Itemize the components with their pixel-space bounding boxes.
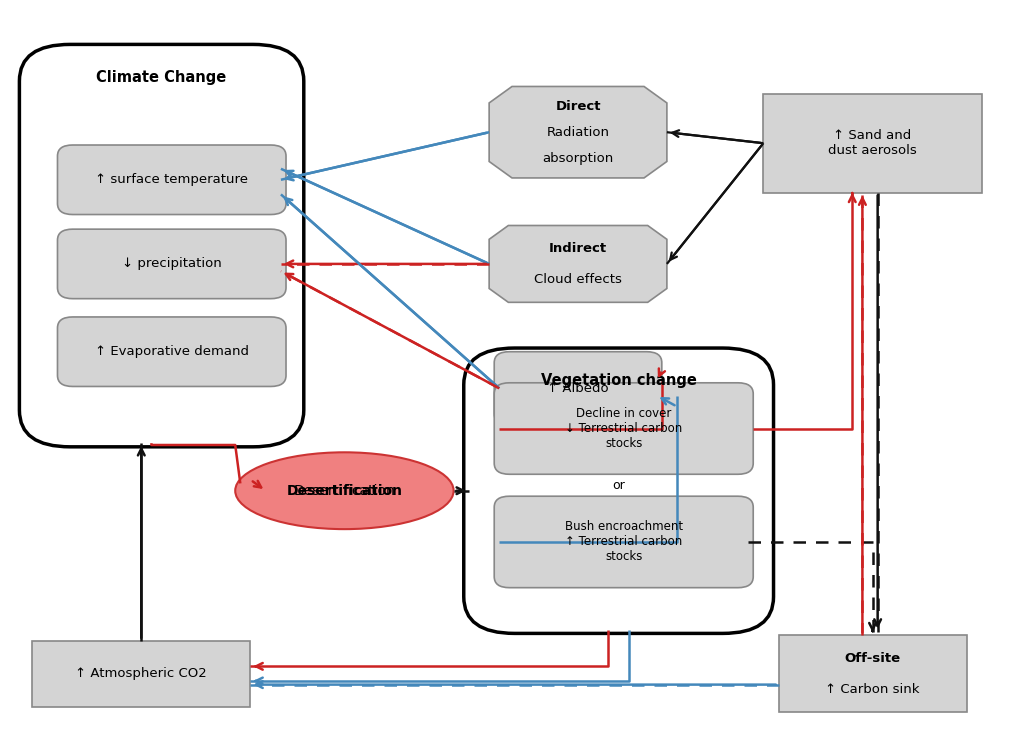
Text: ↑ surface temperature: ↑ surface temperature bbox=[95, 173, 248, 186]
Text: ↑ Sand and
dust aerosols: ↑ Sand and dust aerosols bbox=[828, 130, 916, 157]
Text: absorption: absorption bbox=[543, 152, 613, 165]
Text: Cloud effects: Cloud effects bbox=[535, 273, 622, 286]
Ellipse shape bbox=[236, 452, 454, 529]
Text: ↓ precipitation: ↓ precipitation bbox=[122, 258, 221, 270]
FancyBboxPatch shape bbox=[495, 497, 754, 588]
Text: Radiation: Radiation bbox=[547, 126, 609, 138]
Text: ↑ Carbon sink: ↑ Carbon sink bbox=[825, 682, 920, 696]
Text: Vegetation change: Vegetation change bbox=[541, 374, 696, 388]
FancyBboxPatch shape bbox=[495, 383, 754, 474]
Bar bbox=[778, 635, 967, 712]
Text: ↑ Albedo: ↑ Albedo bbox=[547, 382, 609, 395]
Text: or: or bbox=[612, 479, 625, 492]
Text: Decline in cover
↓ Terrestrial carbon
stocks: Decline in cover ↓ Terrestrial carbon st… bbox=[565, 407, 682, 450]
Text: Bush encroachment
↑ Terrestrial carbon
stocks: Bush encroachment ↑ Terrestrial carbon s… bbox=[564, 520, 683, 563]
Polygon shape bbox=[489, 87, 667, 178]
FancyBboxPatch shape bbox=[464, 348, 773, 633]
Text: Desertification: Desertification bbox=[287, 484, 402, 498]
Text: Climate Change: Climate Change bbox=[96, 70, 226, 85]
FancyBboxPatch shape bbox=[57, 229, 286, 299]
FancyBboxPatch shape bbox=[495, 352, 662, 425]
FancyBboxPatch shape bbox=[57, 145, 286, 215]
Text: Desertification: Desertification bbox=[294, 484, 395, 498]
Text: ↑ Evaporative demand: ↑ Evaporative demand bbox=[95, 345, 249, 358]
Polygon shape bbox=[489, 226, 667, 303]
Bar bbox=[763, 94, 982, 192]
Text: Off-site: Off-site bbox=[845, 652, 901, 665]
Text: Direct: Direct bbox=[555, 100, 601, 112]
Text: Indirect: Indirect bbox=[549, 242, 607, 255]
FancyBboxPatch shape bbox=[57, 317, 286, 386]
Text: ↑ Atmospheric CO2: ↑ Atmospheric CO2 bbox=[76, 667, 207, 680]
Bar bbox=[32, 641, 251, 707]
FancyBboxPatch shape bbox=[19, 44, 304, 447]
